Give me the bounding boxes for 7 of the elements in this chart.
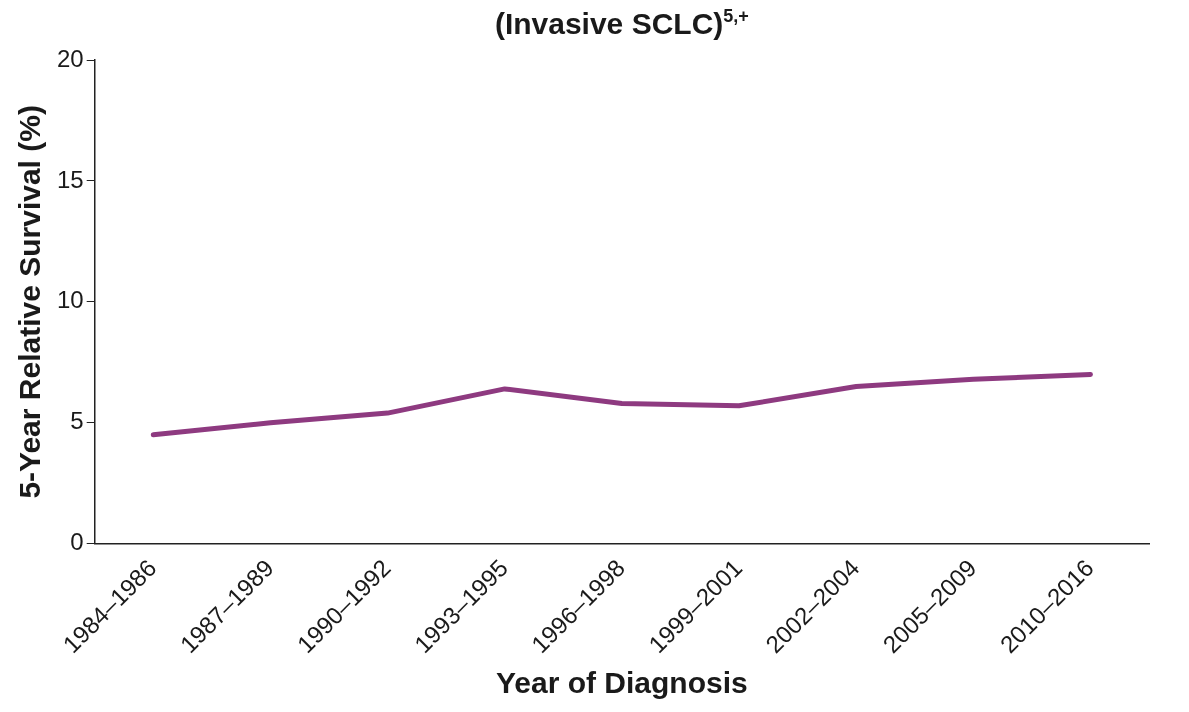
- y-tick-label: 20: [56, 44, 84, 72]
- y-tick-label: 10: [56, 286, 84, 314]
- y-axis-title: 5-Year Relative Survival (%): [13, 105, 47, 499]
- y-tick-label: 0: [70, 528, 84, 556]
- y-tick-label: 5: [70, 407, 84, 435]
- y-tick-label: 15: [56, 165, 84, 193]
- x-axis-title: Year of Diagnosis: [495, 666, 748, 700]
